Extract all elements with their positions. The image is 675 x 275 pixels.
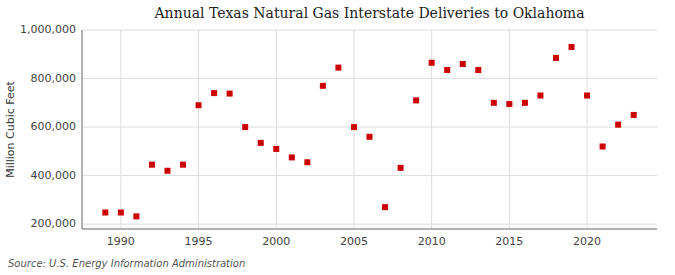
x-grid-line: [276, 30, 277, 229]
point: [382, 204, 388, 210]
y-grid-line: [82, 30, 657, 31]
point: [149, 162, 155, 168]
y-tick-label: 800,000: [31, 72, 77, 85]
point: [118, 209, 124, 215]
point: [460, 61, 466, 67]
y-grid-line: [82, 224, 657, 225]
y-grid-line: [82, 78, 657, 79]
point: [429, 60, 435, 66]
point: [398, 165, 404, 171]
point: [584, 93, 590, 99]
point: [320, 83, 326, 89]
source-note: Source: U.S. Energy Information Administ…: [8, 258, 245, 269]
y-tick-label: 1,000,000: [20, 23, 76, 36]
points: [102, 44, 636, 219]
point: [242, 124, 248, 130]
point: [258, 140, 264, 146]
x-grid-line: [120, 30, 121, 229]
y-grid-line: [82, 127, 657, 128]
point: [615, 122, 621, 128]
x-tick-label: 2000: [262, 235, 290, 248]
point: [211, 90, 217, 96]
point: [164, 168, 170, 174]
point: [133, 213, 139, 219]
x-tick-label: 2020: [573, 235, 601, 248]
title: Annual Texas Natural Gas Interstate Deli…: [154, 5, 585, 21]
point: [522, 100, 528, 106]
grid: [82, 30, 657, 229]
y-tick-label: 400,000: [31, 169, 77, 182]
x-tick-label: 1995: [185, 235, 213, 248]
point: [475, 67, 481, 73]
point: [491, 100, 497, 106]
point: [600, 143, 606, 149]
point: [537, 93, 543, 99]
point: [102, 209, 108, 215]
point: [569, 44, 575, 50]
x-grid-line: [587, 30, 588, 229]
point: [553, 55, 559, 61]
x-grid-line: [198, 30, 199, 229]
point: [196, 102, 202, 108]
x-tick-label: 2005: [340, 235, 368, 248]
y-axis-line: [82, 30, 83, 229]
point: [506, 101, 512, 107]
point: [351, 124, 357, 130]
point: [273, 146, 279, 152]
point: [180, 162, 186, 168]
point: [444, 67, 450, 73]
point: [289, 154, 295, 160]
y-tick-label: 200,000: [31, 217, 77, 230]
x-tick-label: 2015: [495, 235, 523, 248]
point: [335, 65, 341, 71]
point: [631, 112, 637, 118]
x-axis-line: [82, 229, 657, 230]
point: [413, 97, 419, 103]
x-tick-label: 1990: [107, 235, 135, 248]
chart: 200,000 400,000 600,000 800,000 1,000,000 199…: [0, 0, 675, 275]
y-axis-label: Million Cubic Feet: [4, 80, 17, 177]
point: [367, 134, 373, 140]
point: [227, 91, 233, 97]
y-grid-line: [82, 175, 657, 176]
x-tick-label: 2010: [418, 235, 446, 248]
point: [304, 159, 310, 165]
y-tick-label: 600,000: [31, 120, 77, 133]
x-grid-line: [509, 30, 510, 229]
